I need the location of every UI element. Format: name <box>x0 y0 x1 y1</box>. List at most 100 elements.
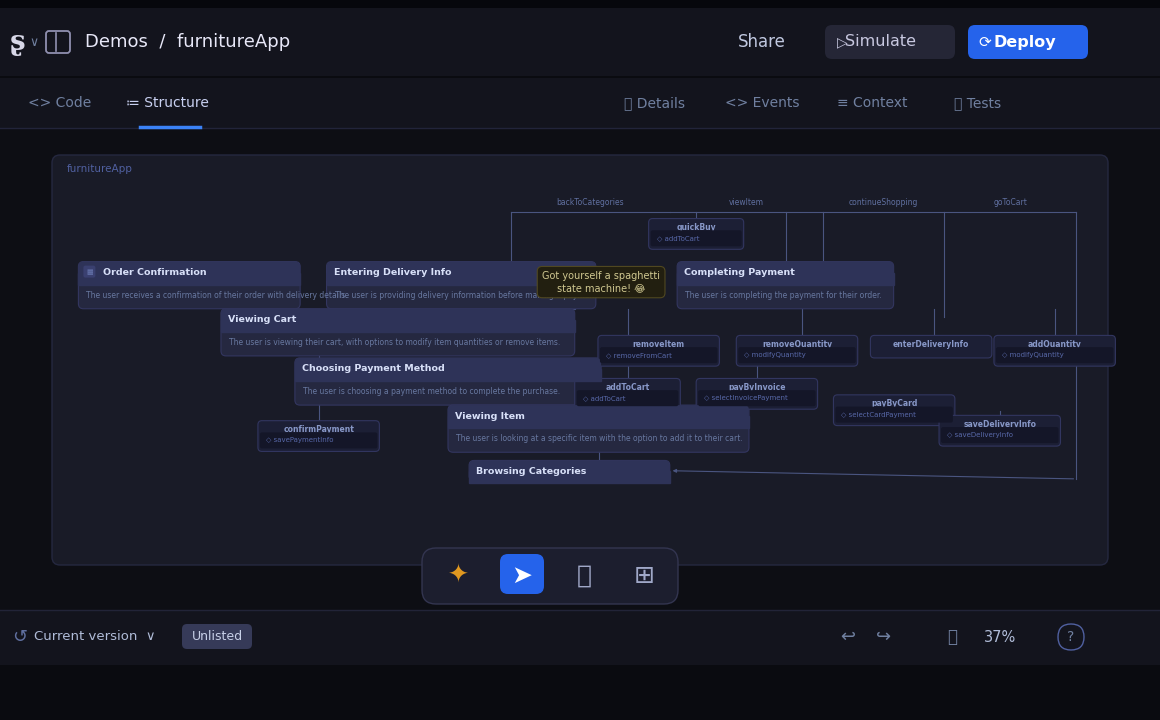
FancyBboxPatch shape <box>696 379 818 409</box>
Text: ⓘ Details: ⓘ Details <box>624 96 686 110</box>
Text: ◇ addToCart: ◇ addToCart <box>657 235 699 241</box>
Text: ⟳: ⟳ <box>979 35 992 50</box>
Text: The user is choosing a payment method to complete the purchase.: The user is choosing a payment method to… <box>303 387 560 396</box>
Bar <box>327 273 596 284</box>
FancyBboxPatch shape <box>648 219 744 249</box>
Text: The user receives a confirmation of their order with delivery details.: The user receives a confirmation of thei… <box>86 291 348 300</box>
FancyBboxPatch shape <box>52 155 1108 565</box>
Text: enterDeliveryInfo: enterDeliveryInfo <box>893 340 970 349</box>
Text: The user is looking at a specific item with the option to add it to their cart.: The user is looking at a specific item w… <box>456 434 742 443</box>
Text: <> Events: <> Events <box>725 96 799 110</box>
Text: viewItem: viewItem <box>728 199 763 207</box>
FancyBboxPatch shape <box>295 358 601 405</box>
Text: ↪: ↪ <box>877 628 892 646</box>
Text: goToCart: goToCart <box>993 199 1028 207</box>
Text: ≔ Structure: ≔ Structure <box>125 96 209 110</box>
FancyBboxPatch shape <box>79 261 300 309</box>
Bar <box>469 472 669 483</box>
FancyBboxPatch shape <box>469 461 669 481</box>
Text: Order Confirmation: Order Confirmation <box>103 268 206 277</box>
Text: Simulate: Simulate <box>844 35 915 50</box>
Text: furnitureApp: furnitureApp <box>67 164 133 174</box>
Text: ↩: ↩ <box>841 628 856 646</box>
Text: ⤢: ⤢ <box>947 628 957 646</box>
Bar <box>0 8 1160 76</box>
FancyBboxPatch shape <box>677 261 893 284</box>
Text: Choosing Payment Method: Choosing Payment Method <box>302 364 444 374</box>
Bar <box>0 665 1160 720</box>
Text: Deploy: Deploy <box>994 35 1057 50</box>
Text: ▷: ▷ <box>836 35 847 49</box>
Text: ⎙ Tests: ⎙ Tests <box>955 96 1001 110</box>
Text: ✦: ✦ <box>448 564 469 588</box>
Text: ✋: ✋ <box>577 564 592 588</box>
Bar <box>220 320 574 332</box>
FancyBboxPatch shape <box>574 379 680 409</box>
Text: ≡ Context: ≡ Context <box>836 96 907 110</box>
Text: removeItem: removeItem <box>632 340 684 349</box>
Bar <box>79 273 300 284</box>
Text: <> Code: <> Code <box>28 96 92 110</box>
Bar <box>0 610 1160 665</box>
Text: ?: ? <box>1067 630 1074 644</box>
Text: 37%: 37% <box>984 629 1016 644</box>
FancyBboxPatch shape <box>327 261 596 309</box>
Text: The user is completing the payment for their order.: The user is completing the payment for t… <box>686 291 882 300</box>
FancyBboxPatch shape <box>738 347 856 363</box>
Text: Share: Share <box>738 33 786 51</box>
FancyBboxPatch shape <box>84 266 95 278</box>
Text: payByCard: payByCard <box>871 400 918 408</box>
Text: ↺: ↺ <box>13 628 28 646</box>
Bar <box>448 416 749 428</box>
Text: ◇ addToCart: ◇ addToCart <box>582 395 625 401</box>
Text: payByInvoice: payByInvoice <box>728 383 785 392</box>
FancyBboxPatch shape <box>967 25 1088 59</box>
Text: The user is viewing their cart, with options to modify item quantities or remove: The user is viewing their cart, with opt… <box>229 338 560 347</box>
Bar <box>0 78 1160 128</box>
Text: confirmPayment: confirmPayment <box>283 426 354 434</box>
Text: Current version  ∨: Current version ∨ <box>34 631 155 644</box>
Text: ➤: ➤ <box>512 564 532 588</box>
FancyBboxPatch shape <box>220 309 574 356</box>
Text: ◇ modifyQuantity: ◇ modifyQuantity <box>745 352 806 358</box>
Text: ◇ modifyQuantity: ◇ modifyQuantity <box>1002 352 1064 358</box>
FancyBboxPatch shape <box>597 336 719 366</box>
FancyBboxPatch shape <box>941 427 1058 443</box>
FancyBboxPatch shape <box>469 461 669 482</box>
Text: Viewing Cart: Viewing Cart <box>229 315 296 324</box>
FancyBboxPatch shape <box>258 420 379 451</box>
Text: ⊞: ⊞ <box>633 564 654 588</box>
Text: quickBuy: quickBuy <box>676 223 716 232</box>
Text: backToCategories: backToCategories <box>557 199 624 207</box>
FancyBboxPatch shape <box>835 407 952 423</box>
FancyBboxPatch shape <box>940 415 1060 446</box>
FancyBboxPatch shape <box>651 230 741 246</box>
FancyBboxPatch shape <box>996 347 1114 363</box>
Bar <box>0 76 1160 78</box>
FancyBboxPatch shape <box>994 336 1116 366</box>
Text: Entering Delivery Info: Entering Delivery Info <box>334 268 451 277</box>
Text: ʂ: ʂ <box>10 29 26 55</box>
FancyBboxPatch shape <box>448 405 749 452</box>
Text: ▦: ▦ <box>86 269 93 274</box>
FancyBboxPatch shape <box>825 25 955 59</box>
Bar <box>677 273 893 284</box>
Text: removeQuantity: removeQuantity <box>762 340 832 349</box>
Text: addToCart: addToCart <box>606 383 650 392</box>
FancyBboxPatch shape <box>260 433 377 449</box>
FancyBboxPatch shape <box>833 395 955 426</box>
Text: ◇ saveDeliveryInfo: ◇ saveDeliveryInfo <box>947 432 1013 438</box>
Bar <box>295 369 601 381</box>
FancyBboxPatch shape <box>220 309 574 330</box>
FancyBboxPatch shape <box>737 336 857 366</box>
FancyBboxPatch shape <box>448 405 749 427</box>
Text: continueShopping: continueShopping <box>849 199 919 207</box>
FancyBboxPatch shape <box>422 548 677 604</box>
FancyBboxPatch shape <box>577 390 679 406</box>
FancyBboxPatch shape <box>182 624 252 649</box>
Text: Got yourself a spaghetti
state machine! 😂: Got yourself a spaghetti state machine! … <box>542 271 660 293</box>
Text: Viewing Item: Viewing Item <box>455 412 524 420</box>
FancyBboxPatch shape <box>500 554 544 594</box>
Text: ◇ selectCardPayment: ◇ selectCardPayment <box>841 412 916 418</box>
Text: Browsing Categories: Browsing Categories <box>476 467 587 476</box>
